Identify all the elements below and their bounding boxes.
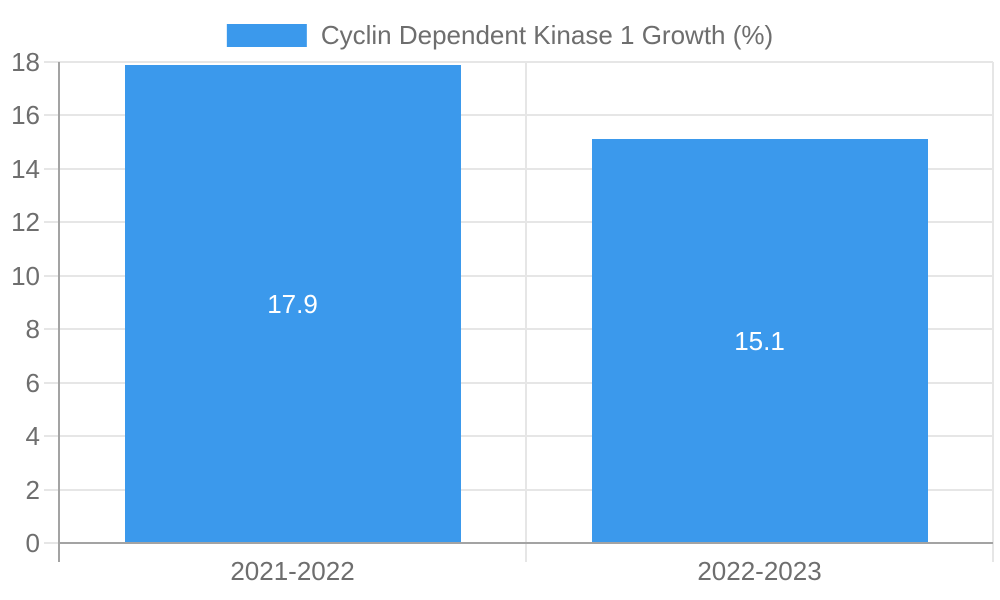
bar (124, 64, 461, 543)
y-tick-label: 0 (25, 528, 40, 558)
x-category-label: 2021-2022 (230, 556, 355, 586)
x-axis-line (59, 542, 993, 544)
y-tick-label: 16 (11, 100, 40, 131)
y-axis-line (58, 62, 60, 562)
legend-color-swatch (226, 23, 307, 47)
bar-value-label: 17.9 (267, 288, 318, 319)
legend-series-label: Cyclin Dependent Kinase 1 Growth (%) (320, 20, 774, 50)
y-tick-label: 18 (11, 47, 40, 77)
y-tick (44, 167, 59, 170)
y-tick (44, 542, 59, 544)
y-tick (44, 328, 59, 331)
bar (591, 139, 928, 543)
y-tick (44, 274, 59, 277)
y-tick-label: 6 (25, 367, 40, 398)
x-category-label: 2022-2023 (697, 556, 822, 586)
category-divider (525, 62, 527, 562)
bar-value-label: 15.1 (734, 326, 785, 357)
y-tick-label: 14 (11, 153, 40, 184)
y-tick-label: 12 (11, 207, 40, 238)
y-tick (44, 114, 59, 117)
y-tick-label: 10 (11, 260, 40, 291)
y-tick (44, 221, 59, 224)
y-tick-label: 8 (25, 314, 40, 345)
y-tick (44, 381, 59, 384)
y-tick (44, 488, 59, 491)
y-tick-label: 4 (25, 421, 40, 452)
plot-right-border (992, 62, 994, 562)
y-tick-label: 2 (25, 474, 40, 505)
chart-legend: Cyclin Dependent Kinase 1 Growth (%) (226, 20, 774, 50)
y-tick (44, 61, 59, 63)
y-tick (44, 435, 59, 438)
